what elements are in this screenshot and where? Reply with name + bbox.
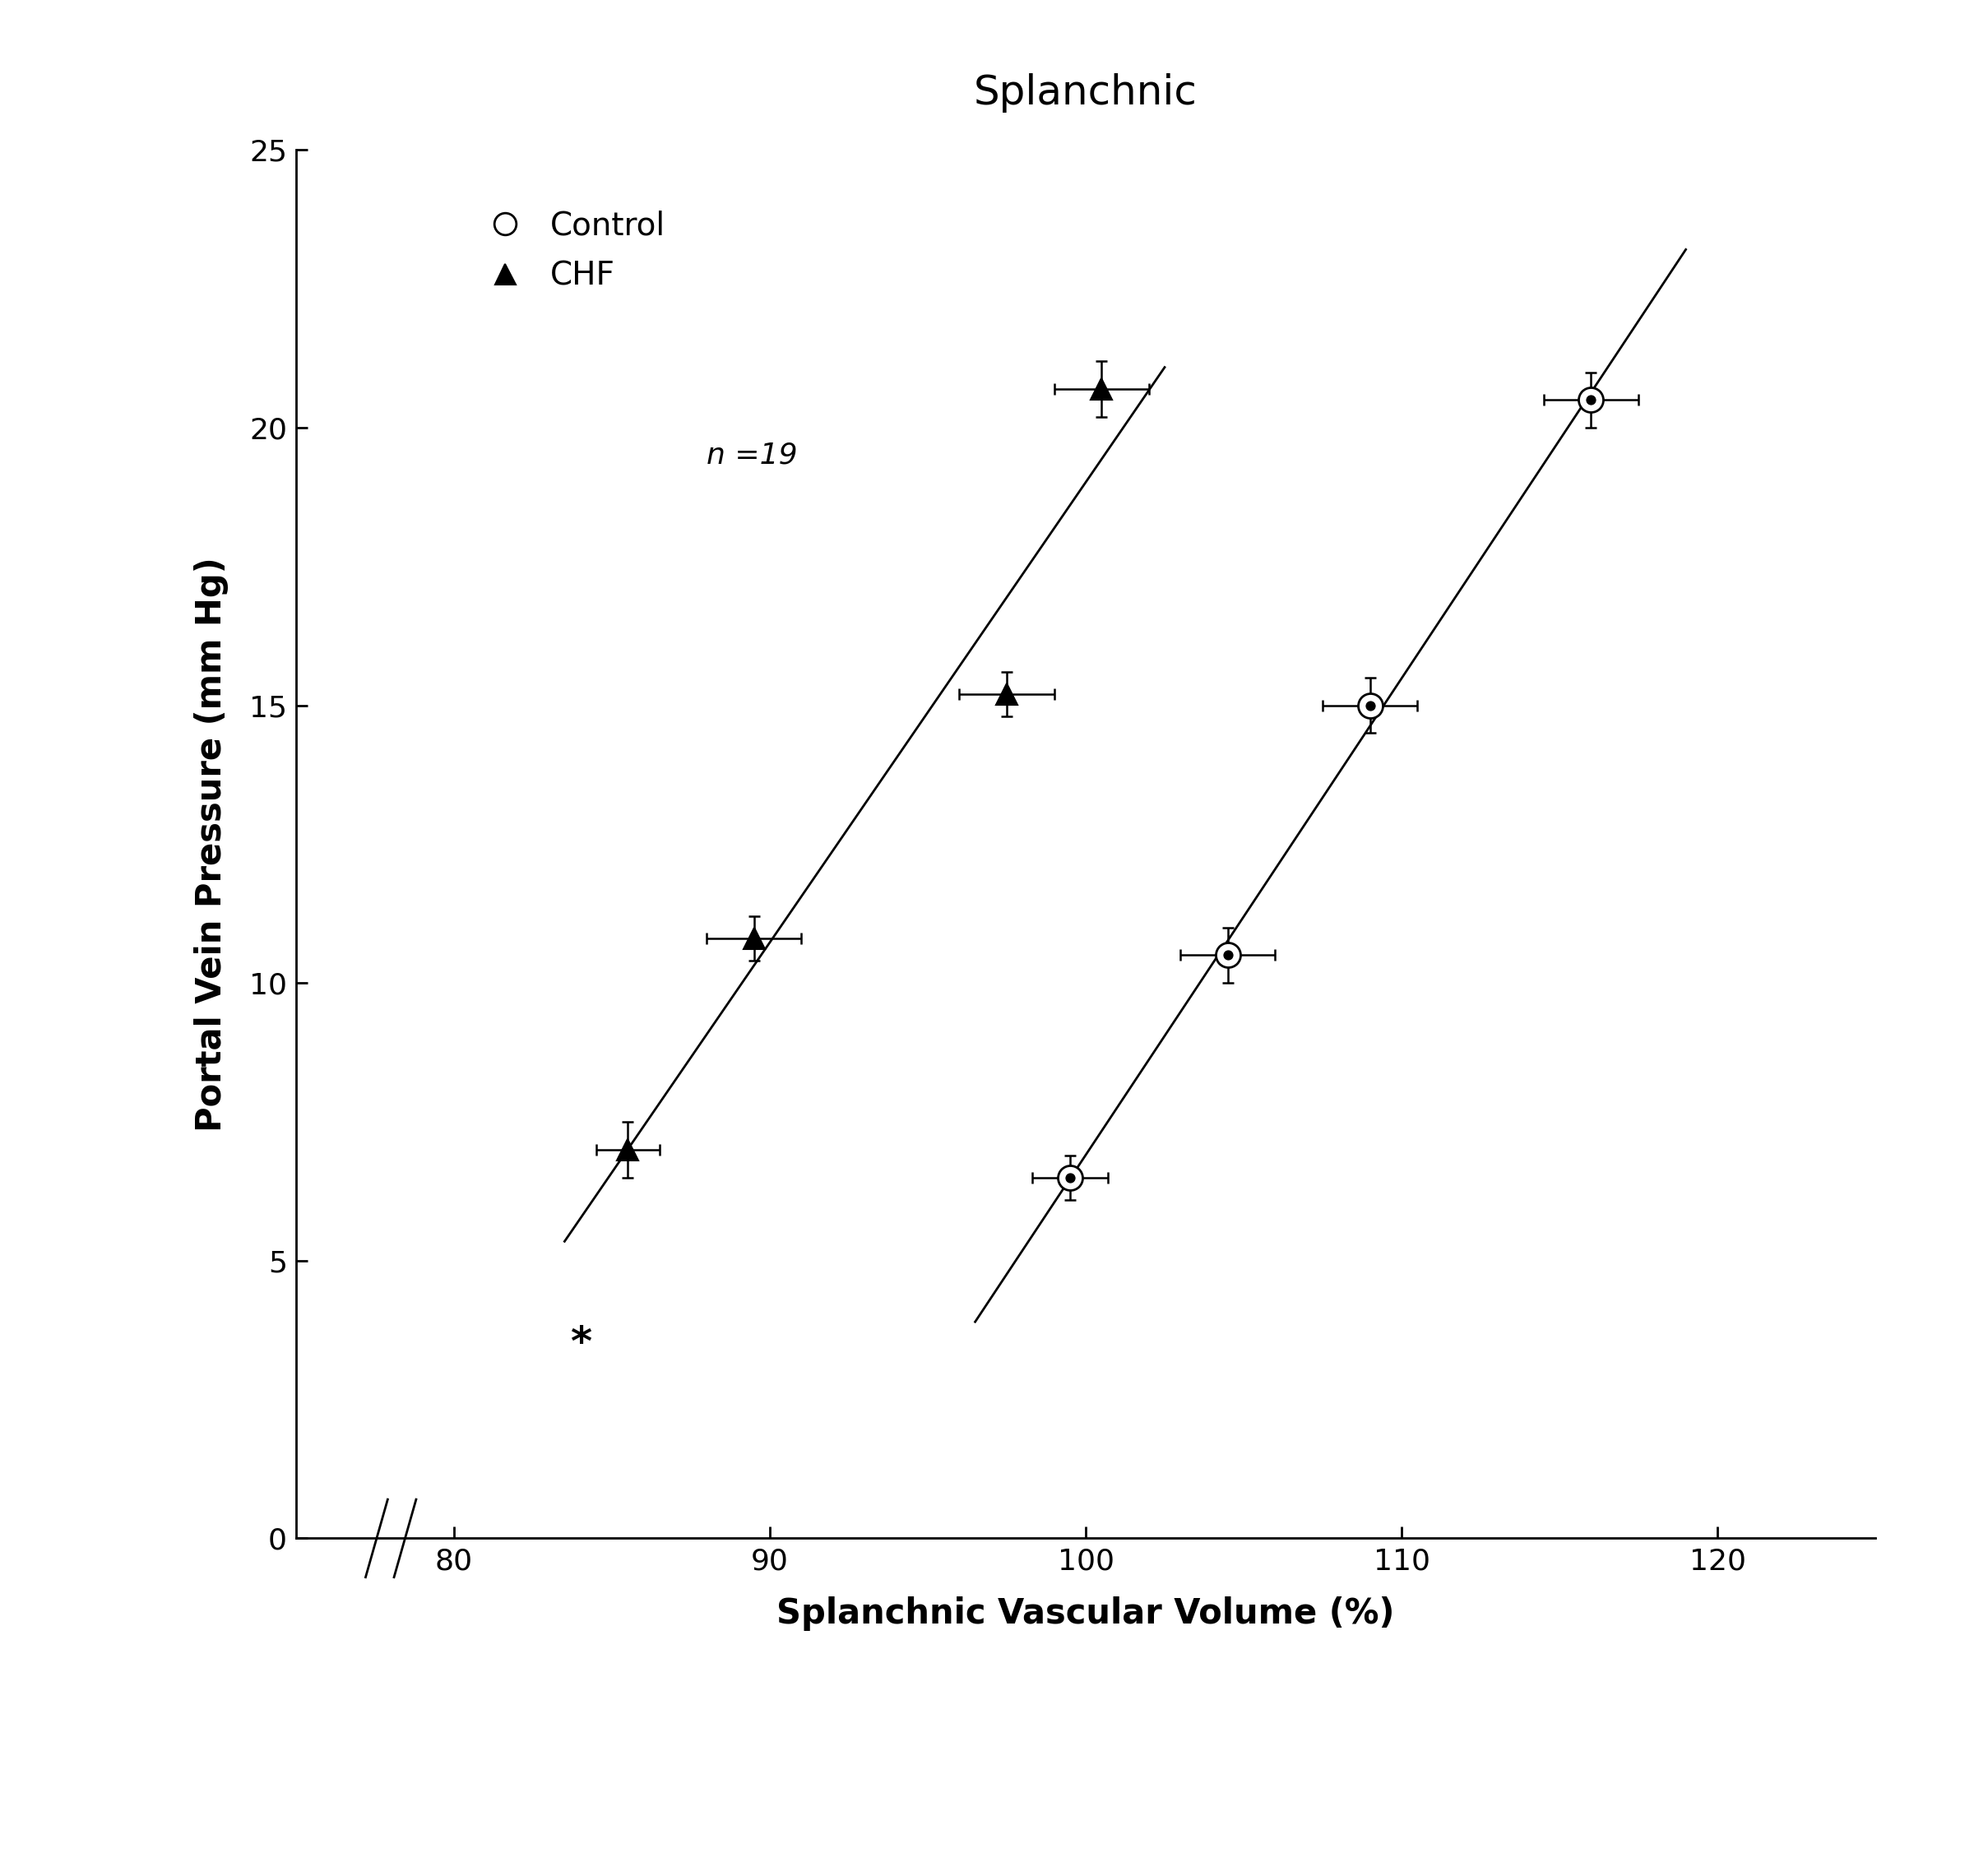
Text: *: * bbox=[570, 1324, 590, 1364]
X-axis label: Splanchnic Vascular Volume (%): Splanchnic Vascular Volume (%) bbox=[776, 1596, 1396, 1630]
Title: Splanchnic: Splanchnic bbox=[973, 73, 1198, 113]
Text: n =19: n =19 bbox=[707, 441, 797, 469]
Y-axis label: Portal Vein Pressure (mm Hg): Portal Vein Pressure (mm Hg) bbox=[193, 557, 229, 1131]
Legend: Control, CHF: Control, CHF bbox=[470, 193, 681, 308]
